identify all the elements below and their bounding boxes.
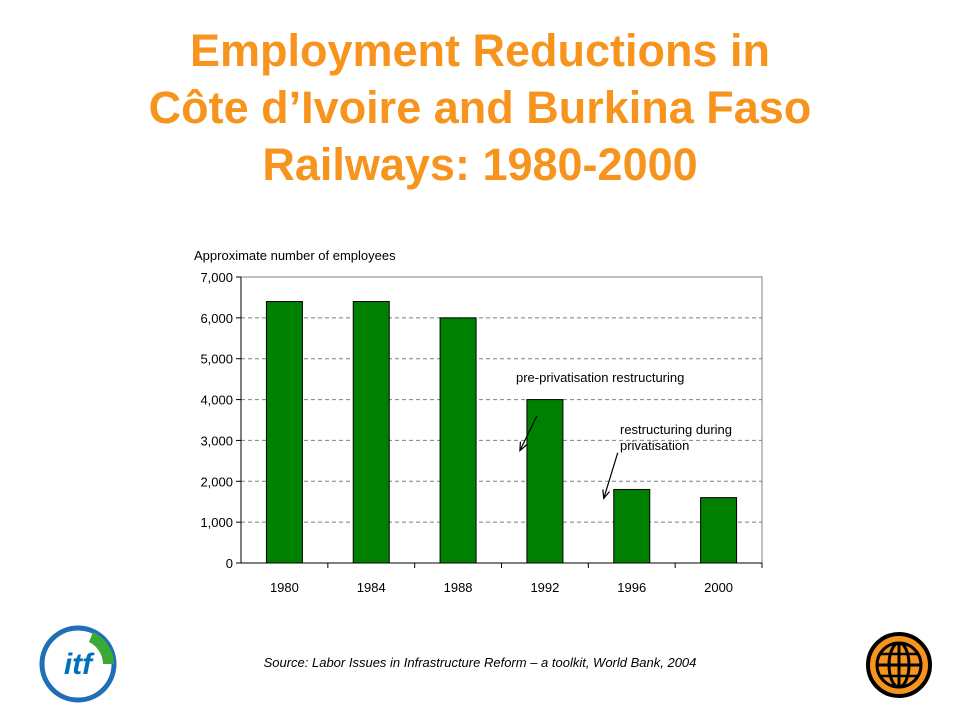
itf-logo: itf [39,625,117,703]
title-line-2: Côte d’Ivoire and Burkina Faso [148,82,812,133]
bar [526,399,564,564]
x-tick-label: 1980 [270,580,299,595]
annotation-arrow-head [519,441,528,453]
bar [439,317,477,564]
source-caption: Source: Labor Issues in Infrastructure R… [263,655,697,670]
bar [265,301,303,564]
bar [352,301,390,564]
x-tick-label: 1984 [357,580,386,595]
annotation-arrow-head [602,489,610,500]
itf-logo-text: itf [64,648,95,681]
y-tick-label: 7,000 [200,270,233,285]
y-tick-label: 0 [226,556,233,571]
annotation-during-privatisation: restructuring during [620,422,732,437]
itf-logo-accent [89,632,114,664]
plot-area [240,276,763,564]
y-axis-label: Approximate number of employees [194,248,396,263]
annotation-arrow [603,452,619,499]
annotation-pre-privatisation: pre-privatisation restructuring [516,370,684,385]
y-tick-label: 3,000 [200,433,233,448]
y-tick-label: 4,000 [200,393,233,408]
x-tick-label: 2000 [704,580,733,595]
bar-chart: 0 1,000 2,000 3,000 4,000 5,000 6,000 7,000 1980… [194,248,763,595]
y-tick-label: 2,000 [200,474,233,489]
annotation-during-privatisation: privatisation [620,438,689,453]
annotation-arrow [519,415,538,451]
y-tick-label: 6,000 [200,311,233,326]
title-line-3: Railways: 1980-2000 [262,139,698,190]
y-tick-label: 1,000 [200,515,233,530]
x-tick-label: 1996 [617,580,646,595]
x-tick-label: 1992 [530,580,559,595]
bar [613,488,651,564]
slide-title: Employment Reductions in Côte d’Ivoire a… [0,22,960,193]
bar [700,497,738,564]
globe-icon [866,632,932,698]
title-line-1: Employment Reductions in [189,25,771,76]
x-tick-label: 1988 [444,580,473,595]
y-tick-label: 5,000 [200,352,233,367]
